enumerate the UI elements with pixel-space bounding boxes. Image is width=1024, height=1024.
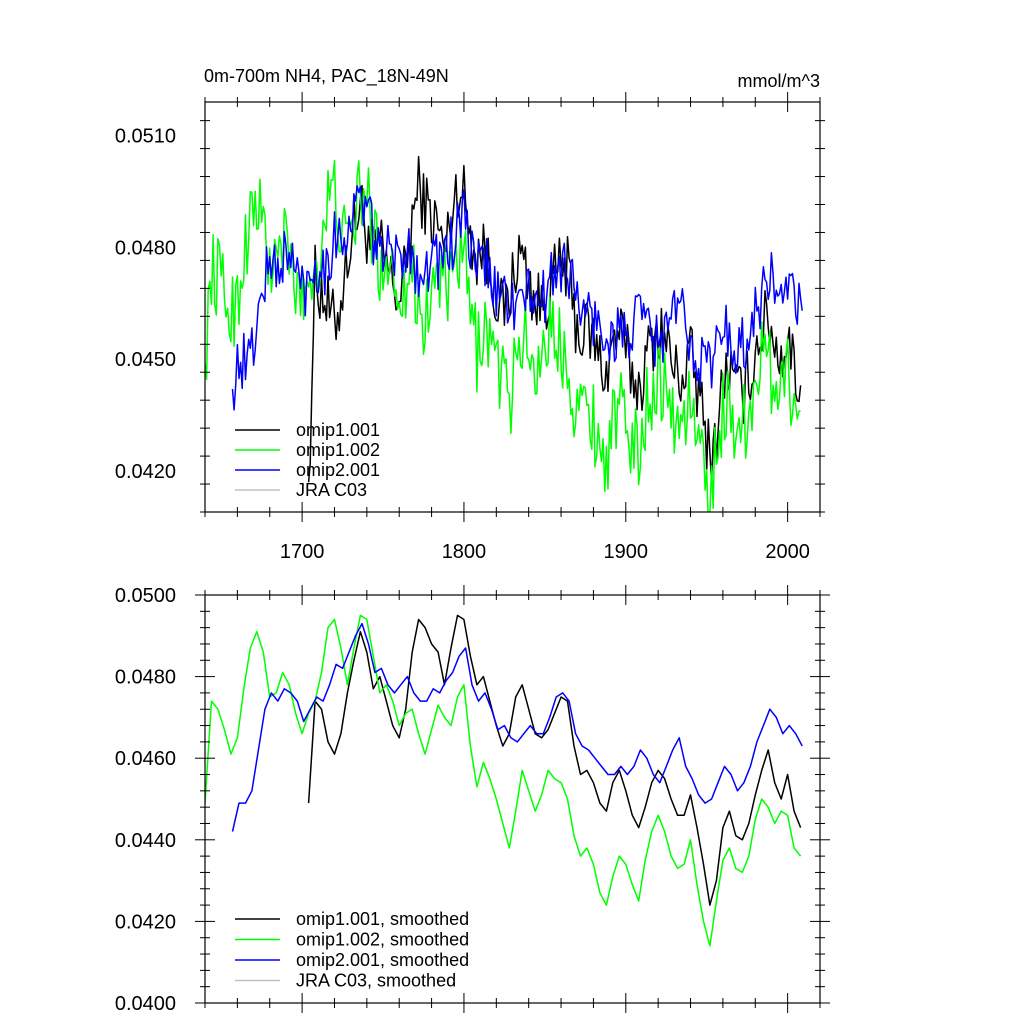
- y-tick-label: 0.0480: [115, 667, 176, 689]
- bottom-series-layer: [205, 614, 803, 947]
- y-tick-label: 0.0510: [115, 126, 176, 148]
- legend-label: omip1.002, smoothed: [296, 930, 469, 950]
- y-tick-label: 0.0420: [115, 911, 176, 933]
- y-tick-label: 0.0400: [115, 993, 176, 1015]
- y-tick-label: 0.0460: [115, 748, 176, 770]
- legend-label: JRA C03, smoothed: [296, 971, 456, 991]
- y-tick-label: 0.0480: [115, 237, 176, 259]
- legend-label: omip2.001, smoothed: [296, 950, 469, 970]
- series-line-omip2-001-smoothed: [231, 622, 803, 832]
- series-line-omip1-002-smoothed: [205, 614, 802, 947]
- top-axes: 0.0420 0.0450 0.0480 0.0510 1700 1800 1900 2000: [115, 92, 825, 563]
- x-tick-label: 1900: [604, 541, 649, 563]
- top-series-layer: [205, 155, 803, 512]
- x-tick-label: 2000: [765, 541, 810, 563]
- bottom-axes: 0.0400 0.0420 0.0440 0.0460 0.0480 0.0500: [115, 585, 830, 1015]
- bottom-panel: 0.0400 0.0420 0.0440 0.0460 0.0480 0.0500 omi…: [115, 585, 830, 1015]
- series-line-omip2-001: [231, 185, 803, 411]
- series-line-omip1-002: [205, 159, 801, 512]
- legend-label: omip1.002: [296, 440, 380, 460]
- legend-label: omip1.001: [296, 420, 380, 440]
- y-tick-label: 0.0420: [115, 461, 176, 483]
- y-tick-label: 0.0450: [115, 349, 176, 371]
- top-chart-title: 0m-700m NH4, PAC_18N-49N: [204, 66, 449, 87]
- legend-label: omip1.001, smoothed: [296, 909, 469, 929]
- top-chart-units: mmol/m^3: [738, 71, 820, 91]
- top-panel: 0m-700m NH4, PAC_18N-49N mmol/m^3 0.0420…: [115, 66, 825, 563]
- series-line-omip1-001-smoothed: [307, 614, 802, 906]
- x-tick-label: 1700: [280, 541, 325, 563]
- plot-frame: [204, 101, 821, 513]
- x-tick-label: 1800: [442, 541, 487, 563]
- legend-label: omip2.001: [296, 460, 380, 480]
- y-tick-label: 0.0500: [115, 585, 176, 607]
- y-tick-label: 0.0440: [115, 830, 176, 852]
- plot-frame: [204, 594, 821, 1004]
- legend-label: JRA C03: [296, 480, 367, 500]
